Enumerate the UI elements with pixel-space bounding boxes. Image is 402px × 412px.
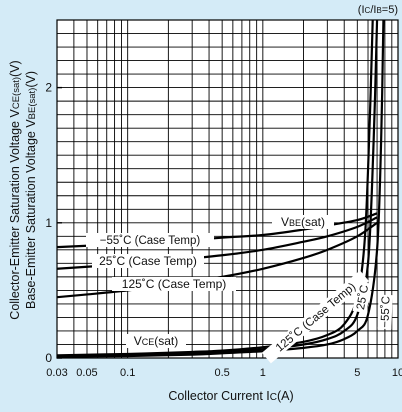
x-tick-label: 0.1 — [120, 367, 135, 379]
curve-label-text: VCE(sat) — [134, 334, 179, 348]
curve-label-vce-25: 25˚C — [352, 281, 372, 314]
curve-label-text: 125˚C (Case Temp) — [122, 277, 226, 291]
curve-label-vbe-m55: −55˚C (Case Temp) — [86, 233, 214, 247]
curve-label-vbe-125: 125˚C (Case Temp) — [112, 277, 236, 291]
series-line — [56, 19, 379, 358]
x-tick-label: 1 — [260, 367, 266, 379]
x-tick-label: 5 — [354, 367, 360, 379]
curve-label-vce: VCE(sat) — [126, 334, 186, 348]
x-tick-label: 10 — [392, 367, 402, 379]
x-tick-label: 0.03 — [46, 367, 67, 379]
y-tick-label: 2 — [45, 81, 52, 95]
plot-frame — [56, 19, 399, 359]
curve-label-text: VBE(sat) — [281, 215, 325, 229]
curve-label-bg — [126, 334, 186, 348]
series-line — [56, 19, 374, 357]
x-tick-label: 0.5 — [215, 367, 230, 379]
curve-label-bg — [112, 277, 236, 291]
chart-condition: (IC/IB=5) — [358, 4, 398, 16]
y-tick-label: 0 — [45, 351, 52, 365]
curve-label-text: 25˚C (Case Temp) — [99, 254, 197, 268]
y-axis-label-ce: Collector-Emitter Saturation Voltage VCE… — [8, 60, 22, 319]
curve-label-vbe: VBE(sat) — [272, 215, 334, 229]
curve-label-bg — [261, 270, 369, 364]
curve-label-bg — [377, 294, 393, 330]
curve-label-text: −55˚C — [379, 296, 392, 328]
plot-area — [57, 20, 398, 358]
curve-label-text: −55˚C (Case Temp) — [100, 235, 201, 247]
curve-label-vbe-25: 25˚C (Case Temp) — [92, 254, 204, 268]
curve-label-bg — [92, 254, 204, 268]
grid — [56, 19, 399, 359]
series-line — [56, 19, 385, 358]
y-tick-label: 1 — [45, 216, 52, 230]
x-tick-label: 0.05 — [76, 367, 97, 379]
x-axis-label: Collector Current IC(A) — [168, 389, 293, 403]
y-axis-label-be: Base-Emitter Saturation Voltage VBE(sat)… — [24, 71, 38, 309]
curve-label-bg — [272, 215, 334, 229]
curve-label-vce-m55: −55˚C — [377, 294, 393, 330]
curve-label-bg — [86, 233, 214, 247]
curve-label-text: 25˚C — [355, 284, 371, 311]
curve-label-bg — [352, 281, 372, 314]
series-line — [56, 221, 378, 299]
